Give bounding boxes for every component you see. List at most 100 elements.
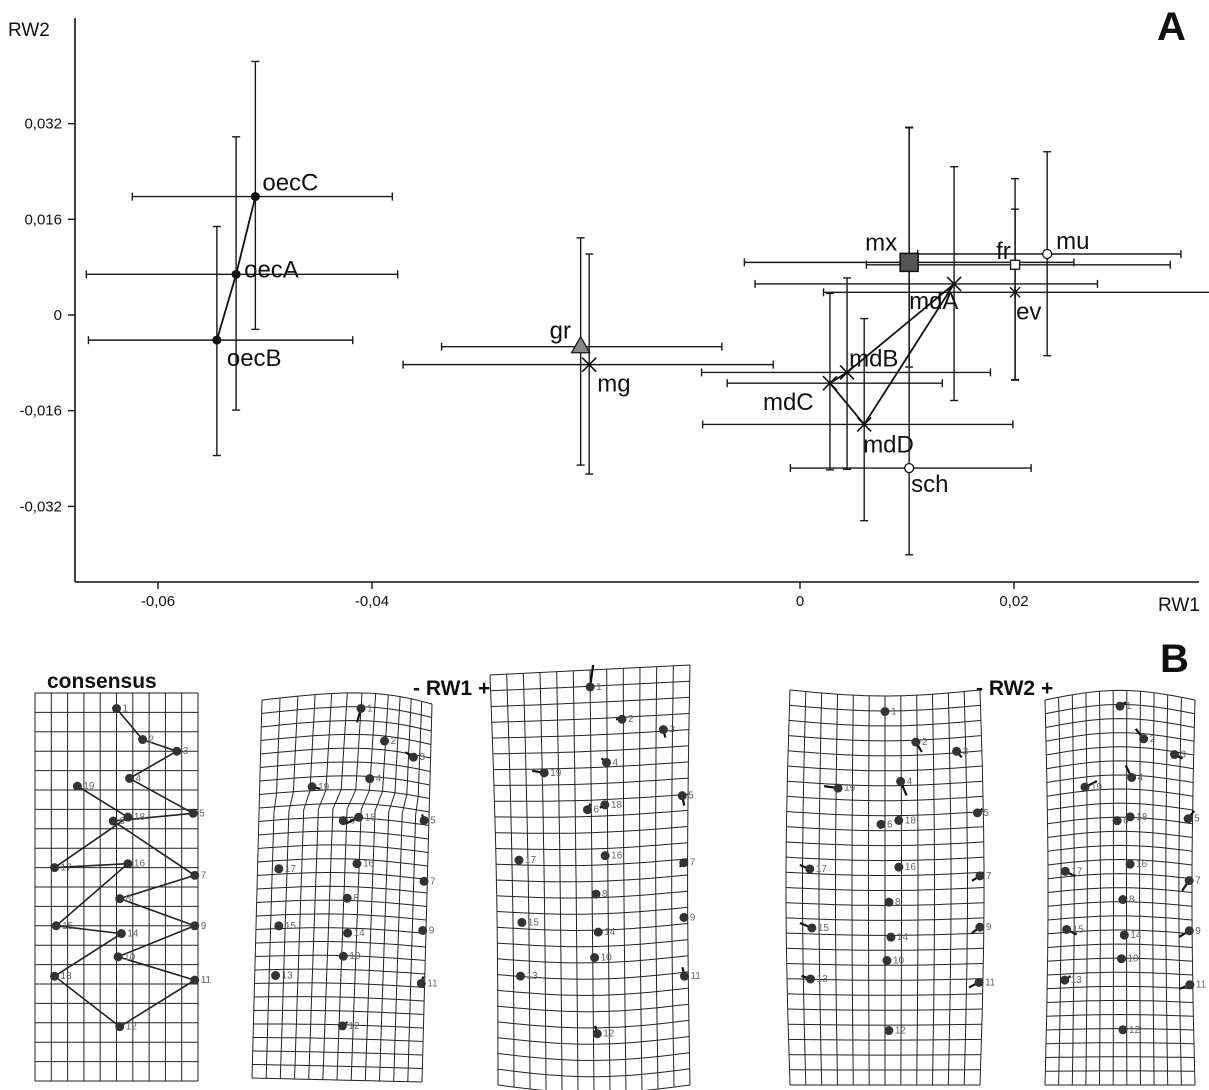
grid-line (1044, 689, 1196, 701)
grid-line (259, 803, 430, 813)
grid-line (1047, 858, 1193, 866)
grid-line (492, 729, 689, 739)
landmark-number: 7 (430, 876, 436, 887)
landmark-number: 15 (62, 921, 74, 932)
grid-line (786, 856, 984, 862)
grid-line (260, 733, 432, 745)
grid-line (1047, 985, 1193, 990)
point-label: mdD (863, 431, 914, 458)
point-marker (822, 375, 838, 391)
landmark-number: 18 (1136, 812, 1148, 823)
y-tick-label: 0,032 (24, 116, 62, 133)
landmark-number: 4 (376, 774, 382, 785)
landmark-number: 15 (528, 917, 540, 928)
landmark-number: 9 (986, 922, 992, 933)
grid-line (1045, 718, 1195, 728)
error-bars (85, 60, 1209, 556)
landmark-dot (342, 893, 352, 903)
point-marker (903, 462, 915, 474)
landmark-number: 14 (897, 932, 909, 943)
landmark-number: 1 (596, 682, 602, 693)
grid-line (687, 664, 691, 1086)
grid-line (253, 1037, 424, 1042)
landmark-number: 13 (61, 971, 73, 982)
landmark-number: 18 (611, 800, 623, 811)
grid-line (786, 811, 984, 817)
grid-line (494, 809, 688, 818)
grid-line (257, 858, 428, 867)
landmark-number: 17 (285, 864, 297, 875)
landmark-dot (894, 815, 904, 825)
point-label: fr (996, 238, 1011, 265)
grid-line (494, 777, 689, 786)
landmark-number: 1 (123, 704, 129, 715)
landmark-number: 19 (318, 782, 330, 793)
rw1-title: - RW1 + (413, 677, 490, 700)
grid-line (497, 1036, 690, 1045)
landmark-number: 8 (602, 889, 608, 900)
grid-line (491, 696, 690, 707)
grid-line (497, 955, 689, 964)
landmark-dot (975, 871, 985, 881)
landmark-dot (833, 783, 843, 793)
point-label: mu (1056, 228, 1089, 255)
grid-line (786, 963, 984, 966)
landmark-number: 6 (887, 819, 893, 830)
grid-line (489, 664, 691, 676)
y-ticks: 0,032 0,016 0 -0,016 -0,032 (19, 116, 75, 515)
grid-line (785, 887, 985, 891)
landmark-dot (115, 1022, 125, 1032)
landmark-number: 10 (601, 953, 613, 964)
landmark-dot (1183, 814, 1193, 824)
grid-line (252, 1050, 423, 1056)
landmark-dot (974, 977, 984, 987)
landmark-number: 10 (349, 951, 361, 962)
grid-line (606, 669, 611, 1090)
grid-line (787, 780, 983, 787)
landmark-number: 16 (1136, 859, 1148, 870)
landmark-dot (188, 808, 198, 818)
landmark-dot (517, 917, 527, 927)
grid-line (786, 795, 984, 802)
landmark-dot (952, 746, 962, 756)
landmark-dot (677, 791, 687, 801)
landmark-number: 4 (1138, 772, 1144, 783)
landmark-number: 16 (363, 859, 375, 870)
grid-line (497, 939, 688, 948)
grid-line (1047, 830, 1193, 838)
landmark-number: 4 (907, 776, 913, 787)
landmark-dot (307, 782, 317, 792)
landmark-number: 16 (905, 862, 917, 873)
grid-line (256, 913, 427, 921)
landmark-number: 2 (922, 737, 928, 748)
grid-line (258, 830, 429, 840)
connection-line (215, 274, 237, 341)
grid-line (1045, 1056, 1195, 1058)
landmark-number: 13 (1071, 975, 1083, 986)
point-label: sch (911, 471, 948, 498)
point-label: mg (597, 371, 630, 398)
landmark-number: 11 (1196, 980, 1207, 991)
grid-line (492, 745, 689, 755)
grid-line (788, 719, 982, 727)
landmark-number: 1 (367, 703, 373, 714)
grid-line (255, 941, 426, 948)
landmark-dot (419, 876, 429, 886)
grid-line (497, 1084, 691, 1090)
landmark-number: 13 (527, 971, 539, 982)
grid-line (256, 885, 428, 894)
landmark-dot (274, 921, 284, 931)
point-label: mdA (909, 288, 958, 315)
grid-line (255, 927, 426, 934)
landmark-number: 13 (282, 971, 294, 982)
connection-line (235, 196, 257, 275)
landmark-number: 3 (963, 746, 969, 757)
landmark-number: 2 (149, 735, 155, 746)
landmark-number: 12 (895, 1026, 907, 1037)
landmark-number: 3 (1180, 750, 1186, 761)
grid-line (261, 719, 432, 732)
landmark-number: 9 (690, 912, 696, 923)
landmark-dot (911, 737, 921, 747)
landmark-number: 9 (429, 925, 435, 936)
